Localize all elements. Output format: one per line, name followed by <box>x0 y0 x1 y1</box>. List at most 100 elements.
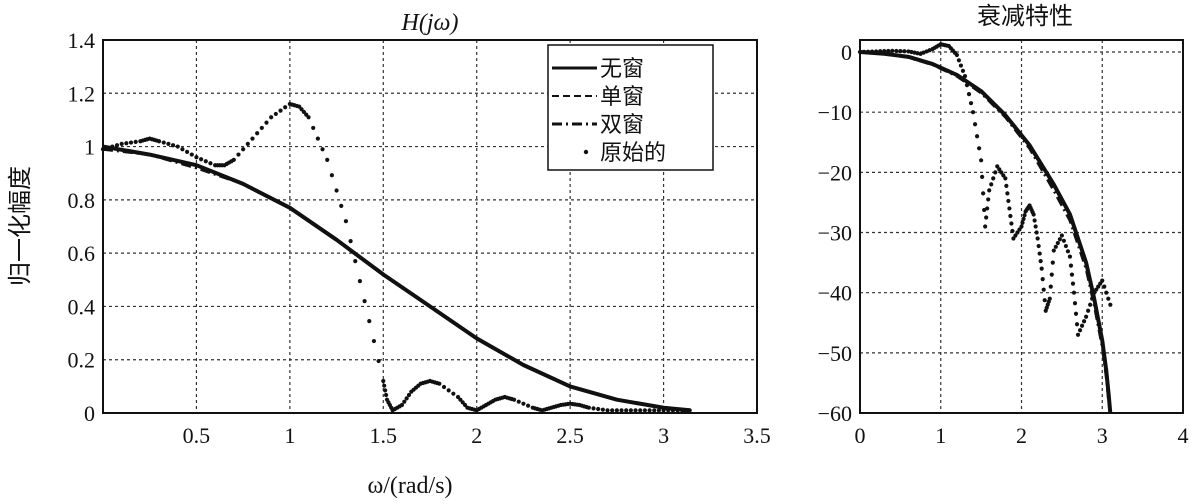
right-series-3-point <box>1102 284 1107 289</box>
right-series-3-point <box>874 49 879 54</box>
left-series-3-point <box>348 239 353 244</box>
left-series-3-point <box>245 141 250 147</box>
left-series-3-point <box>610 408 615 413</box>
left-ytick-label: 1.2 <box>68 81 96 106</box>
right-series-3-point <box>1079 323 1085 328</box>
left-series-3-point <box>114 143 120 148</box>
right-series-3-point <box>1036 243 1041 249</box>
legend-label-2: 双窗 <box>600 113 644 138</box>
left-series-3-point <box>367 318 372 324</box>
right-series-3-point <box>997 167 1002 172</box>
right-series-3-point <box>1067 254 1073 259</box>
left-series-3-point <box>362 299 367 304</box>
left-xtick-labels: 0.5 1 1.5 2 2.5 3 3.5 <box>183 423 771 448</box>
right-series-3-point <box>974 134 980 139</box>
right-ytick-label: −60 <box>818 401 852 426</box>
left-series-3-point <box>320 147 325 152</box>
right-series-3-point <box>1021 216 1026 222</box>
right-series-3-point <box>1075 332 1081 337</box>
right-ytick-label: −40 <box>818 281 852 306</box>
right-series-3-point <box>1022 213 1027 218</box>
right-series-3-point <box>972 122 978 127</box>
right-series-3-point <box>1059 233 1064 238</box>
right-series-3-point <box>1049 272 1054 277</box>
right-series-3-point <box>1010 228 1015 234</box>
left-series-3-point <box>511 397 517 402</box>
left-series-3-points <box>100 101 692 413</box>
left-series-3-point <box>208 161 213 166</box>
right-series-3-point <box>1086 308 1091 313</box>
right-series-3-points <box>857 42 1113 337</box>
right-series-3-point <box>1090 296 1095 301</box>
right-series <box>857 42 1113 414</box>
left-series-3-point <box>619 408 624 413</box>
left-series-3-point <box>516 399 521 404</box>
right-series-3-point <box>1057 237 1062 242</box>
left-series-3-point <box>203 159 208 164</box>
left-series-3-point <box>156 139 162 144</box>
right-series-3-point <box>1040 277 1045 282</box>
right-ytick-label: −30 <box>818 221 852 246</box>
right-series-3-point <box>1037 251 1042 256</box>
left-series-3-point <box>383 388 388 393</box>
left-series-3-point <box>353 259 358 264</box>
right-series-3-point <box>1073 311 1079 316</box>
left-series-3-point <box>311 125 316 131</box>
right-series-3-point <box>991 176 996 181</box>
left-series-3-point <box>605 408 610 413</box>
right-series-3-point <box>1051 248 1056 253</box>
right-series-3-point <box>1003 176 1008 181</box>
left-ytick-label: 1 <box>84 135 95 160</box>
left-xtick-label: 2 <box>471 423 482 448</box>
left-series-3-point <box>264 120 269 125</box>
left-series-3-point <box>670 408 676 413</box>
left-series-3-point <box>255 131 260 136</box>
left-xtick-label: 2.5 <box>556 423 584 448</box>
right-series-3-point <box>1015 230 1020 235</box>
right-series-3-point <box>890 48 895 53</box>
right-series-3-point <box>979 158 984 163</box>
right-chart: 0 1 2 3 4 0 −10 −20 −30 −40 −50 −60 衰减特性 <box>818 2 1189 448</box>
right-series-3-point <box>898 49 903 54</box>
right-series-3-point <box>1084 314 1089 319</box>
right-series-3-point <box>870 49 875 54</box>
left-series-3-point <box>189 152 194 157</box>
left-series-3-point <box>124 141 129 146</box>
right-series-3-point <box>995 164 1000 169</box>
right-series-3-point <box>999 170 1004 175</box>
right-series-3-point <box>1074 322 1080 327</box>
right-series-3-point <box>1088 302 1093 307</box>
left-series-3-point <box>161 140 166 145</box>
left-series-3-point <box>371 338 377 344</box>
left-series-3-point <box>600 407 605 412</box>
right-series-3-point <box>1061 238 1066 243</box>
right-series-3-point <box>1032 218 1037 223</box>
right-series-3-point <box>1094 287 1099 292</box>
right-series-3-point <box>1077 328 1083 333</box>
right-series-3-point <box>1106 296 1111 301</box>
right-series-3-point <box>1007 206 1012 211</box>
left-series-3-point <box>170 143 176 148</box>
right-series-3-point <box>1108 302 1113 307</box>
right-series-3-point <box>980 174 985 179</box>
left-xtick-label: 0.5 <box>183 423 211 448</box>
left-series-3-point <box>339 203 344 208</box>
right-series-3-point <box>977 146 982 151</box>
left-series-3-point <box>402 399 407 404</box>
left-chart: 0.5 1 1.5 2 2.5 3 3.5 0 0.2 0.4 0.6 0.8 1 1.2 1.4 H(j… <box>6 10 771 499</box>
left-ytick-label: 0.6 <box>68 241 96 266</box>
right-series-2-line <box>859 50 1112 414</box>
right-series-3-point <box>1092 290 1097 295</box>
right-plot-frame <box>859 39 1184 414</box>
right-series-3-point <box>1017 227 1022 232</box>
left-xtick-label: 1 <box>284 423 295 448</box>
right-series-3-point <box>956 58 962 63</box>
right-series-3-point <box>964 83 970 88</box>
left-series-3-point <box>236 152 241 157</box>
left-series-3-point <box>404 396 409 401</box>
right-series-3-point <box>993 170 998 175</box>
left-series-3-point <box>382 383 387 388</box>
left-ytick-label: 0.4 <box>68 294 96 319</box>
right-series-3-point <box>1033 224 1038 229</box>
left-series-3-point <box>269 115 274 120</box>
